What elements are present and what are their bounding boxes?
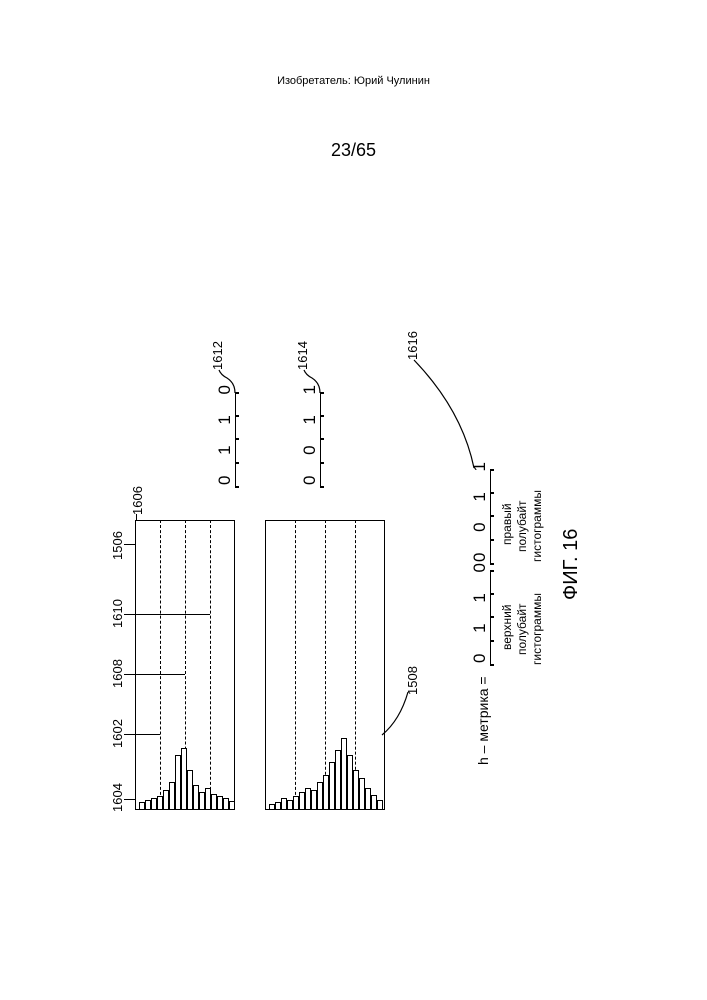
hist1-dash-1	[160, 520, 161, 810]
hist2-dash-3	[355, 520, 356, 810]
ref-1608: 1608	[110, 659, 125, 688]
hist2-dash-1	[295, 520, 296, 810]
leader-1610	[124, 614, 210, 615]
cl-tick-2	[490, 617, 494, 619]
bits-bottom: 0 0 1 1	[300, 377, 320, 485]
leader-1608	[124, 674, 185, 675]
page-number: 23/65	[0, 140, 707, 161]
bits-top-underline	[235, 393, 236, 488]
diagram-container: 1604 1602 1608 1610 1506 1606 0 1 1 0 16…	[100, 230, 600, 880]
bits-bottom-tick-3	[320, 416, 324, 418]
bits-bottom-tick-2	[320, 439, 324, 441]
cr-tick-1	[490, 540, 494, 542]
hist1-bars-bar-15	[229, 801, 235, 810]
label-right-1: правый	[500, 503, 514, 545]
cr-tick-2	[490, 516, 494, 518]
leader-1606	[136, 514, 137, 520]
ref-1606: 1606	[130, 486, 145, 515]
ref-1602: 1602	[110, 719, 125, 748]
cl-tick-0	[490, 665, 494, 667]
hist1-dash-3	[210, 520, 211, 810]
ref-1614: 1614	[295, 341, 310, 370]
hist2-bars-bar-18	[377, 800, 383, 810]
hist2-dash-2	[325, 520, 326, 810]
figure-label: ФИГ. 16	[560, 529, 583, 600]
leader-1506	[124, 544, 135, 545]
cl-tick-1	[490, 641, 494, 643]
ref-1506: 1506	[110, 531, 125, 560]
cl-tick-4	[490, 571, 494, 573]
ref-1612: 1612	[210, 341, 225, 370]
cr-tick-4	[490, 470, 494, 472]
label-upper-2: полубайт	[515, 603, 529, 655]
rotated-figure: 1604 1602 1608 1610 1506 1606 0 1 1 0 16…	[100, 230, 600, 880]
bits-bottom-tick-0	[320, 487, 324, 489]
leader-1614	[302, 368, 322, 393]
cr-tick-0	[490, 564, 494, 566]
label-right-2: полубайт	[515, 500, 529, 552]
bits-top-tick-0	[235, 487, 239, 489]
metric-prefix: h – метрика =	[475, 676, 491, 765]
leader-1508	[380, 690, 410, 740]
leader-1612	[217, 368, 237, 393]
label-upper-3: гистограммы	[530, 593, 544, 665]
page-header: Изобретатель: Юрий Чулинин	[0, 75, 707, 87]
combined-left-bits: 0 1 1 0	[470, 555, 490, 663]
bits-bottom-tick-1	[320, 463, 324, 465]
bits-bottom-underline	[320, 393, 321, 488]
label-right-3: гистограммы	[530, 490, 544, 562]
leader-1602	[124, 734, 160, 735]
bits-top-tick-2	[235, 439, 239, 441]
bits-top-tick-3	[235, 416, 239, 418]
combined-right-underline	[490, 470, 491, 565]
leader-1616	[412, 355, 477, 470]
bits-top-tick-1	[235, 463, 239, 465]
combined-left-underline	[490, 571, 491, 666]
ref-1604: 1604	[110, 783, 125, 812]
bits-top: 0 1 1 0	[215, 377, 235, 485]
leader-1604	[124, 799, 135, 800]
combined-right-bits: 0 0 1 1	[470, 454, 490, 562]
cl-tick-3	[490, 594, 494, 596]
cr-tick-3	[490, 493, 494, 495]
label-upper-1: верхний	[500, 605, 514, 651]
ref-1610: 1610	[110, 599, 125, 628]
